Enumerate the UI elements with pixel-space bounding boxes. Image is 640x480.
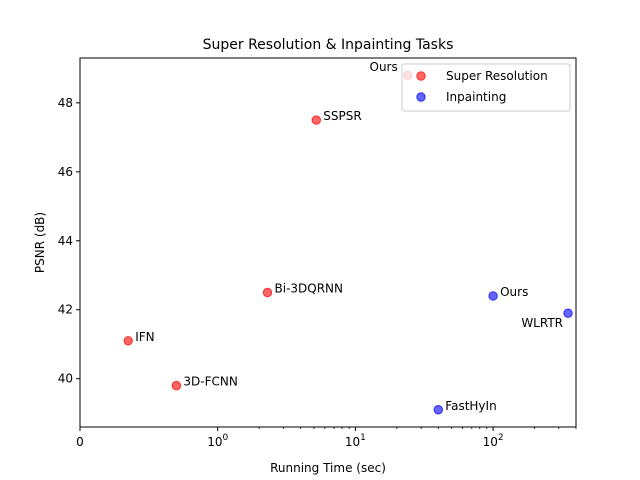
point-label: Ours xyxy=(370,60,398,74)
y-tick-label: 48 xyxy=(58,96,73,110)
x-tick-label: 0 xyxy=(76,435,84,449)
y-tick-label: 46 xyxy=(58,165,73,179)
data-point xyxy=(171,380,182,391)
x-tick-label: 101 xyxy=(345,433,366,449)
data-point xyxy=(262,287,273,298)
point-label: Bi-3DQRNN xyxy=(275,282,344,296)
chart-title: Super Resolution & Inpainting Tasks xyxy=(203,37,454,53)
y-tick-label: 42 xyxy=(58,303,73,317)
y-tick-label: 40 xyxy=(58,372,73,386)
y-tick-label: 44 xyxy=(58,234,73,248)
legend-label: Super Resolution xyxy=(446,69,548,83)
plot-frame xyxy=(79,57,577,428)
data-point xyxy=(563,308,573,318)
legend-marker xyxy=(416,71,426,81)
data-point xyxy=(433,405,444,415)
point-label: FastHyIn xyxy=(445,399,496,413)
point-label: 3D-FCNN xyxy=(183,375,237,389)
point-label: IFN xyxy=(135,330,154,344)
x-tick-label: 102 xyxy=(483,433,504,449)
legend-box xyxy=(401,63,571,112)
data-point xyxy=(311,115,321,125)
x-tick-label: 100 xyxy=(207,433,228,449)
point-label: SSPSR xyxy=(323,109,361,123)
legend: Super Resolution Inpainting xyxy=(401,63,571,112)
legend-label: Inpainting xyxy=(446,90,506,104)
point-label: WLRTR xyxy=(521,316,563,330)
legend-marker xyxy=(416,92,426,102)
point-label: Ours xyxy=(500,285,528,299)
data-point xyxy=(488,291,498,301)
data-point xyxy=(123,336,133,346)
y-axis-label: PSNR (dB) xyxy=(33,212,47,273)
x-axis-label: Running Time (sec) xyxy=(270,461,386,475)
